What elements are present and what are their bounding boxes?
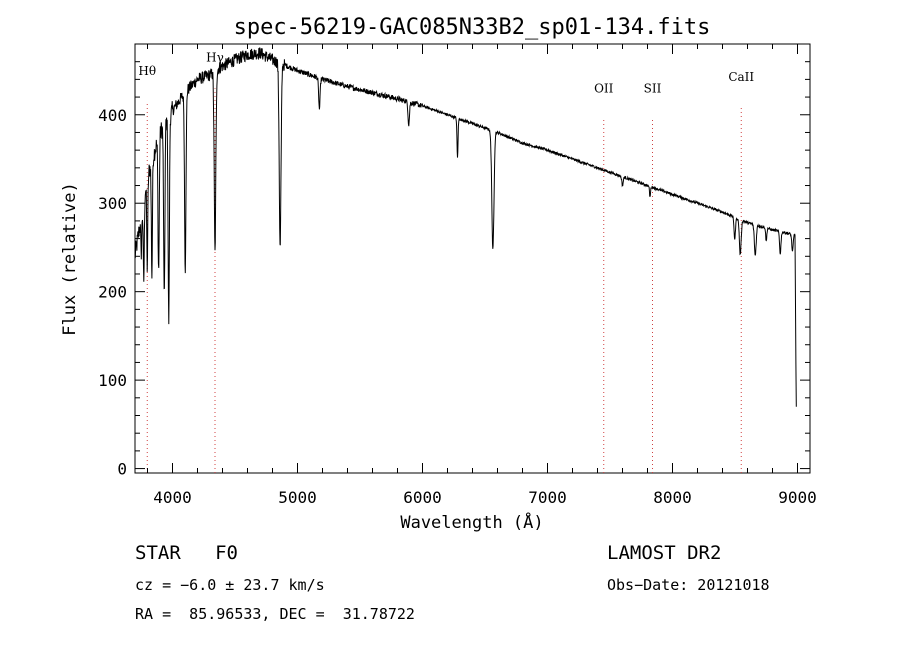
x-tick-label: 5000 bbox=[278, 488, 317, 507]
y-tick-label: 0 bbox=[117, 460, 127, 479]
survey-name: LAMOST DR2 bbox=[607, 542, 722, 564]
spectrum-line bbox=[134, 47, 797, 407]
redshift-value: cz = −6.0 ± 23.7 km/s bbox=[135, 576, 325, 594]
line-markers: Hθ Hγ OII SII CaII bbox=[138, 51, 754, 473]
object-class-value: STAR bbox=[135, 542, 181, 564]
line-marker-label: OII bbox=[594, 82, 614, 96]
y-tick-label: 200 bbox=[98, 283, 127, 302]
axis-ticks: 4000 5000 6000 7000 8000 9000 0 100 200 300 400 bbox=[98, 44, 817, 507]
observation-date: Obs−Date: 20121018 bbox=[607, 576, 770, 594]
x-tick-label: 8000 bbox=[653, 488, 692, 507]
y-tick-label: 300 bbox=[98, 194, 127, 213]
line-marker-label: SII bbox=[644, 82, 662, 96]
x-axis-label: Wavelength (Å) bbox=[400, 511, 543, 533]
line-marker-label: Hθ bbox=[138, 64, 156, 78]
object-class: STAR F0 bbox=[135, 542, 238, 564]
spectral-subclass: F0 bbox=[215, 542, 238, 564]
x-tick-label: 4000 bbox=[153, 488, 192, 507]
chart-title: spec-56219-GAC085N33B2_sp01-134.fits bbox=[234, 15, 711, 40]
y-axis-label: Flux (relative) bbox=[60, 182, 80, 336]
x-tick-label: 7000 bbox=[528, 488, 567, 507]
x-tick-label: 6000 bbox=[403, 488, 442, 507]
line-marker-label: CaII bbox=[728, 70, 754, 84]
coordinates: RA = 85.96533, DEC = 31.78722 bbox=[135, 605, 415, 623]
y-tick-label: 100 bbox=[98, 371, 127, 390]
y-tick-label: 400 bbox=[98, 106, 127, 125]
line-marker-label: Hγ bbox=[206, 51, 224, 65]
x-tick-label: 9000 bbox=[778, 488, 817, 507]
plot-frame bbox=[134, 43, 811, 474]
